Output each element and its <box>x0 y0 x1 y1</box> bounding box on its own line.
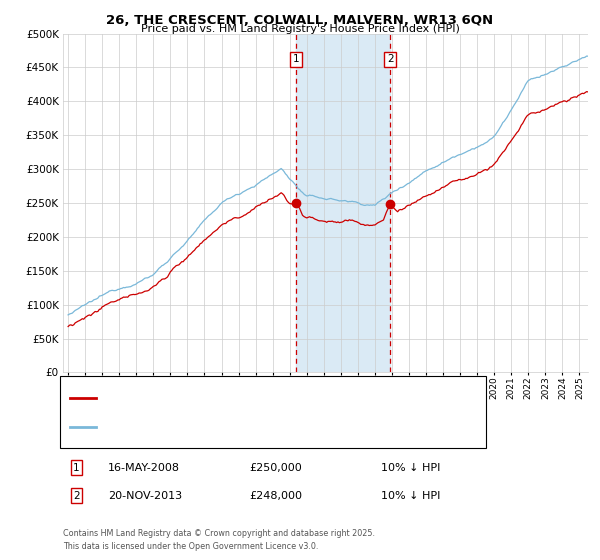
Text: 1: 1 <box>73 463 80 473</box>
Text: 26, THE CRESCENT, COLWALL, MALVERN, WR13 6QN (detached house): 26, THE CRESCENT, COLWALL, MALVERN, WR13… <box>100 393 446 403</box>
Text: 26, THE CRESCENT, COLWALL, MALVERN, WR13 6QN: 26, THE CRESCENT, COLWALL, MALVERN, WR13… <box>106 14 494 27</box>
Text: This data is licensed under the Open Government Licence v3.0.: This data is licensed under the Open Gov… <box>63 542 319 550</box>
Text: 1: 1 <box>293 54 299 64</box>
Text: Contains HM Land Registry data © Crown copyright and database right 2025.: Contains HM Land Registry data © Crown c… <box>63 529 375 538</box>
Text: 2: 2 <box>73 491 80 501</box>
Text: £248,000: £248,000 <box>249 491 302 501</box>
Text: HPI: Average price, detached house, Herefordshire: HPI: Average price, detached house, Here… <box>100 422 347 432</box>
Text: 20-NOV-2013: 20-NOV-2013 <box>108 491 182 501</box>
Text: 16-MAY-2008: 16-MAY-2008 <box>108 463 180 473</box>
Bar <box>296 34 390 372</box>
Text: Price paid vs. HM Land Registry's House Price Index (HPI): Price paid vs. HM Land Registry's House … <box>140 24 460 34</box>
Text: 10% ↓ HPI: 10% ↓ HPI <box>381 491 440 501</box>
Text: £250,000: £250,000 <box>249 463 302 473</box>
Text: 10% ↓ HPI: 10% ↓ HPI <box>381 463 440 473</box>
Text: 2: 2 <box>387 54 394 64</box>
